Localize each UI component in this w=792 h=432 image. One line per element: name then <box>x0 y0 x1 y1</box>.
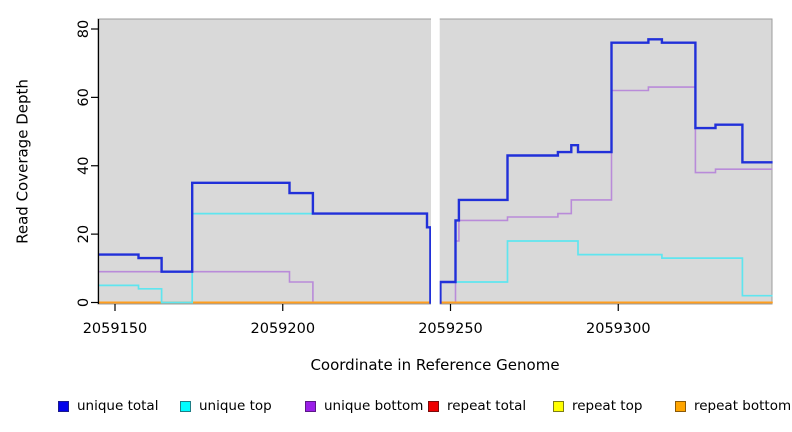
legend-label: unique total <box>77 398 159 414</box>
legend-swatch-icon <box>675 400 686 412</box>
x-tick-label: 2059150 <box>83 321 148 337</box>
legend-item-unique-top: unique top <box>180 398 272 414</box>
y-tick-label: 80 <box>76 20 92 38</box>
legend-label: unique bottom <box>324 398 424 414</box>
legend-item-repeat-bottom: repeat bottom <box>675 398 791 414</box>
legend-item-repeat-top: repeat top <box>553 398 642 414</box>
y-tick-label: 0 <box>76 298 92 307</box>
series-line-unique-total <box>98 38 773 304</box>
x-axis-title: Coordinate in Reference Genome <box>310 356 560 374</box>
y-axis-title: Read Coverage Depth <box>13 79 32 244</box>
missing-data-gap <box>431 18 440 305</box>
legend-item-unique-bottom: unique bottom <box>305 398 423 414</box>
y-tick-label: 60 <box>76 88 92 106</box>
x-tick-label: 2059300 <box>586 321 651 337</box>
legend-label: unique top <box>199 398 272 414</box>
legend-swatch-icon <box>428 400 439 412</box>
legend-swatch-icon <box>180 400 191 412</box>
legend-item-unique-total: unique total <box>58 398 158 414</box>
x-tick-label: 2059200 <box>251 321 316 337</box>
x-tick-label: 2059250 <box>418 321 483 337</box>
legend-swatch-icon <box>553 400 564 412</box>
y-tick-label: 20 <box>76 225 92 243</box>
legend-label: repeat total <box>447 398 527 414</box>
legend: unique total unique top unique bottom repea… <box>0 398 792 418</box>
legend-swatch-icon <box>58 400 69 412</box>
y-tick-label: 40 <box>76 157 92 175</box>
legend-item-repeat-total: repeat total <box>428 398 526 414</box>
legend-label: repeat bottom <box>694 398 792 414</box>
legend-swatch-icon <box>305 400 316 412</box>
legend-label: repeat top <box>572 398 643 414</box>
